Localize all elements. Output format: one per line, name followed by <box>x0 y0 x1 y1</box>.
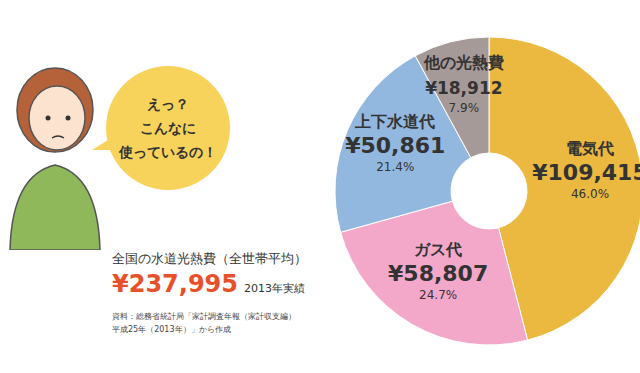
html-text:使っているの！: 使っているの！ <box>119 144 217 160</box>
html-text:資料：総務省統計局「家計調査年報（家計収支編）: 資料：総務省統計局「家計調査年報（家計収支編） <box>112 312 296 321</box>
html-text:こんなに: こんなに <box>140 120 196 136</box>
svg-text:¥18,912: ¥18,912 <box>425 78 502 98</box>
svg-text:ガス代: ガス代 <box>414 240 462 259</box>
svg-text:上下水道代: 上下水道代 <box>354 112 435 131</box>
svg-text:¥109,415: ¥109,415 <box>532 160 632 185</box>
svg-text:¥50,861: ¥50,861 <box>345 133 445 158</box>
svg-text:21.4%: 21.4% <box>376 160 414 174</box>
svg-text:電気代: 電気代 <box>566 139 614 158</box>
svg-text:7.9%: 7.9% <box>449 101 480 115</box>
svg-text:他の光熱費: 他の光熱費 <box>423 53 504 72</box>
html-text:¥237,995: ¥237,995 <box>112 270 238 298</box>
html-text:えっ？: えっ？ <box>147 96 189 112</box>
svg-text:¥58,807: ¥58,807 <box>388 261 488 286</box>
html-text:平成25年（2013年）」から作成: 平成25年（2013年）」から作成 <box>112 325 231 334</box>
svg-text:46.0%: 46.0% <box>571 187 609 201</box>
html-text:全国の水道光熱費（全世帯平均）: 全国の水道光熱費（全世帯平均） <box>112 251 307 266</box>
svg-text:24.7%: 24.7% <box>419 288 457 302</box>
html-text:2013年実績: 2013年実績 <box>244 282 305 295</box>
